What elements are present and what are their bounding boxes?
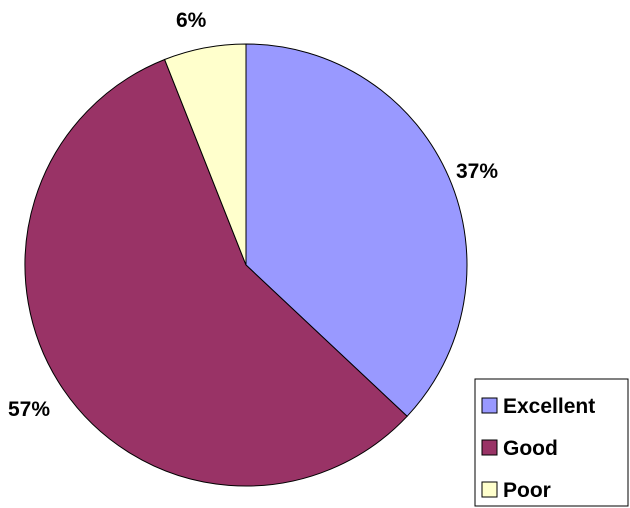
legend-label-poor: Poor (503, 479, 551, 502)
legend-box (474, 378, 629, 507)
data-label-good: 57% (8, 398, 50, 421)
legend-label-excellent: Excellent (503, 395, 595, 418)
legend-swatch-poor (481, 481, 498, 498)
legend: Excellent Good Poor (474, 378, 629, 507)
legend-label-good: Good (503, 437, 558, 460)
pie-slices (24, 43, 468, 487)
legend-swatch-excellent (481, 397, 498, 414)
pie-slice-good (24, 58, 408, 487)
data-label-poor: 6% (176, 9, 207, 32)
pie-slice-excellent (245, 43, 468, 417)
pie-slice-poor (163, 43, 247, 266)
data-label-excellent: 37% (456, 160, 498, 183)
legend-swatch-good (481, 439, 498, 456)
pie-data-labels: 37% 57% 6% (8, 9, 498, 421)
